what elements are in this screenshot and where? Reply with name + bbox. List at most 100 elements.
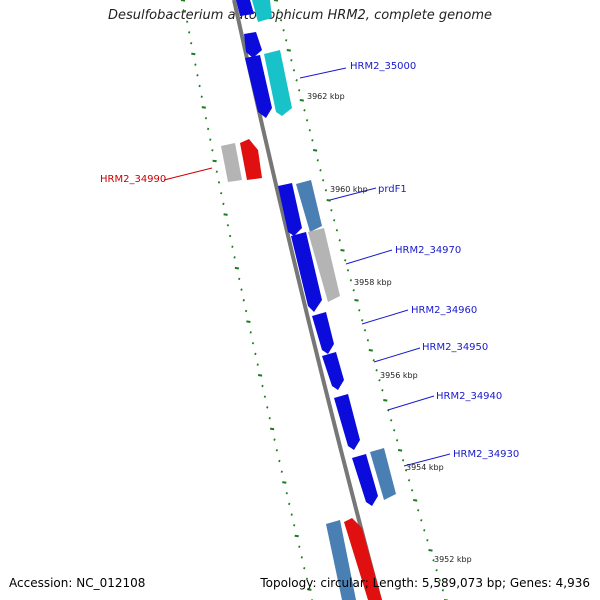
tick-mark	[340, 249, 345, 252]
gene-feature[interactable]	[296, 180, 322, 232]
tick-mark	[352, 289, 355, 292]
inner-tick-marks	[180, 0, 314, 600]
tick-mark	[215, 170, 218, 173]
outer-tick-marks	[273, 0, 449, 600]
tick-mark	[312, 149, 318, 152]
gene-label-hrm2-34960[interactable]: HRM2_34960	[411, 305, 477, 316]
tick-mark	[338, 239, 341, 242]
tick-mark	[238, 277, 241, 281]
tick-mark	[335, 229, 339, 232]
tick-mark	[435, 569, 438, 572]
tick-mark	[231, 245, 234, 248]
tick-mark	[196, 74, 199, 77]
tick-mark	[401, 459, 405, 462]
tick-mark	[410, 489, 414, 492]
tick-mark	[293, 524, 296, 527]
tick-mark	[280, 470, 283, 473]
leader-line	[163, 167, 213, 181]
tick-mark	[211, 149, 214, 152]
gene-feature[interactable]	[252, 0, 272, 22]
gene-label-hrm2-35000[interactable]: HRM2_35000	[350, 61, 416, 72]
gene-feature[interactable]	[334, 394, 360, 450]
tick-mark	[294, 534, 299, 538]
tick-mark	[234, 266, 240, 270]
gene-feature[interactable]	[236, 0, 254, 16]
leader-line	[299, 67, 347, 79]
tick-mark	[201, 106, 206, 109]
tick-mark	[423, 529, 426, 532]
tick-mark	[292, 69, 296, 72]
tick-mark	[441, 589, 445, 592]
leader-line	[361, 309, 409, 325]
tick-mark	[305, 577, 309, 581]
gene-feature[interactable]	[245, 55, 272, 118]
gene-label-hrm2-34950[interactable]: HRM2_34950	[422, 342, 488, 353]
leader-line	[387, 395, 435, 411]
tick-mark	[212, 159, 217, 163]
gene-feature[interactable]	[322, 352, 344, 390]
tick-mark	[285, 39, 288, 42]
gene-feature[interactable]	[291, 232, 322, 312]
gene-label-hrm2-34940[interactable]: HRM2_34940	[436, 391, 502, 402]
tick-mark	[397, 449, 403, 452]
gene-feature[interactable]	[221, 143, 242, 182]
tick-mark	[288, 502, 291, 506]
tick-mark	[273, 438, 276, 441]
gene-feature[interactable]	[312, 312, 334, 354]
tick-mark	[282, 29, 285, 32]
tick-mark	[308, 129, 311, 132]
gene-feature[interactable]	[278, 183, 302, 236]
tick-mark	[390, 419, 393, 422]
tick-mark	[285, 491, 288, 495]
kbp-label: 3960 kbp	[330, 185, 368, 194]
tick-mark	[242, 299, 245, 302]
tick-mark	[226, 224, 230, 227]
gene-feature[interactable]	[326, 520, 356, 600]
tick-mark	[319, 169, 322, 172]
tick-mark	[256, 363, 259, 366]
gene-feature[interactable]	[264, 50, 292, 116]
tick-mark	[420, 519, 423, 522]
tick-mark	[324, 189, 328, 192]
gene-label-hrm2-34990[interactable]: HRM2_34990	[100, 174, 166, 185]
tick-mark	[180, 0, 186, 2]
gene-feature[interactable]	[308, 228, 340, 302]
tick-mark	[428, 549, 433, 552]
gene-feature[interactable]	[370, 448, 396, 500]
tick-mark	[198, 84, 201, 88]
tick-mark	[346, 269, 350, 272]
tick-mark	[395, 439, 399, 442]
gene-label-hrm2-34970[interactable]: HRM2_34970	[395, 245, 461, 256]
gene-feature[interactable]	[352, 454, 378, 506]
gene-feature[interactable]	[240, 139, 262, 180]
tick-mark	[311, 139, 314, 142]
tick-mark	[303, 566, 306, 570]
tick-mark	[277, 9, 280, 12]
tick-mark	[282, 481, 287, 484]
gene-label-hrm2-34930[interactable]: HRM2_34930	[453, 449, 519, 460]
tick-mark	[249, 331, 252, 334]
tick-mark	[426, 539, 429, 542]
tick-mark	[222, 202, 225, 206]
tick-mark	[275, 449, 279, 452]
leader-line	[329, 187, 377, 201]
tick-mark	[303, 109, 306, 112]
tick-mark	[244, 309, 248, 313]
tick-mark	[407, 479, 411, 482]
gene-feature[interactable]	[344, 518, 382, 600]
tick-mark	[188, 31, 191, 34]
tick-mark	[223, 213, 228, 216]
kbp-label: 3954 kbp	[406, 463, 444, 472]
kbp-label: 3958 kbp	[354, 278, 392, 287]
gene-label-prdf1[interactable]: prdF1	[378, 184, 407, 195]
tick-mark	[263, 395, 267, 398]
tick-mark	[333, 219, 336, 222]
tick-mark	[404, 469, 408, 472]
tick-mark	[279, 19, 283, 22]
gene-feature[interactable]	[244, 32, 262, 58]
tick-mark	[290, 513, 293, 516]
map-title: Desulfobacterium autotrophicum HRM2, com…	[107, 8, 493, 23]
kbp-label: 3956 kbp	[380, 371, 418, 380]
